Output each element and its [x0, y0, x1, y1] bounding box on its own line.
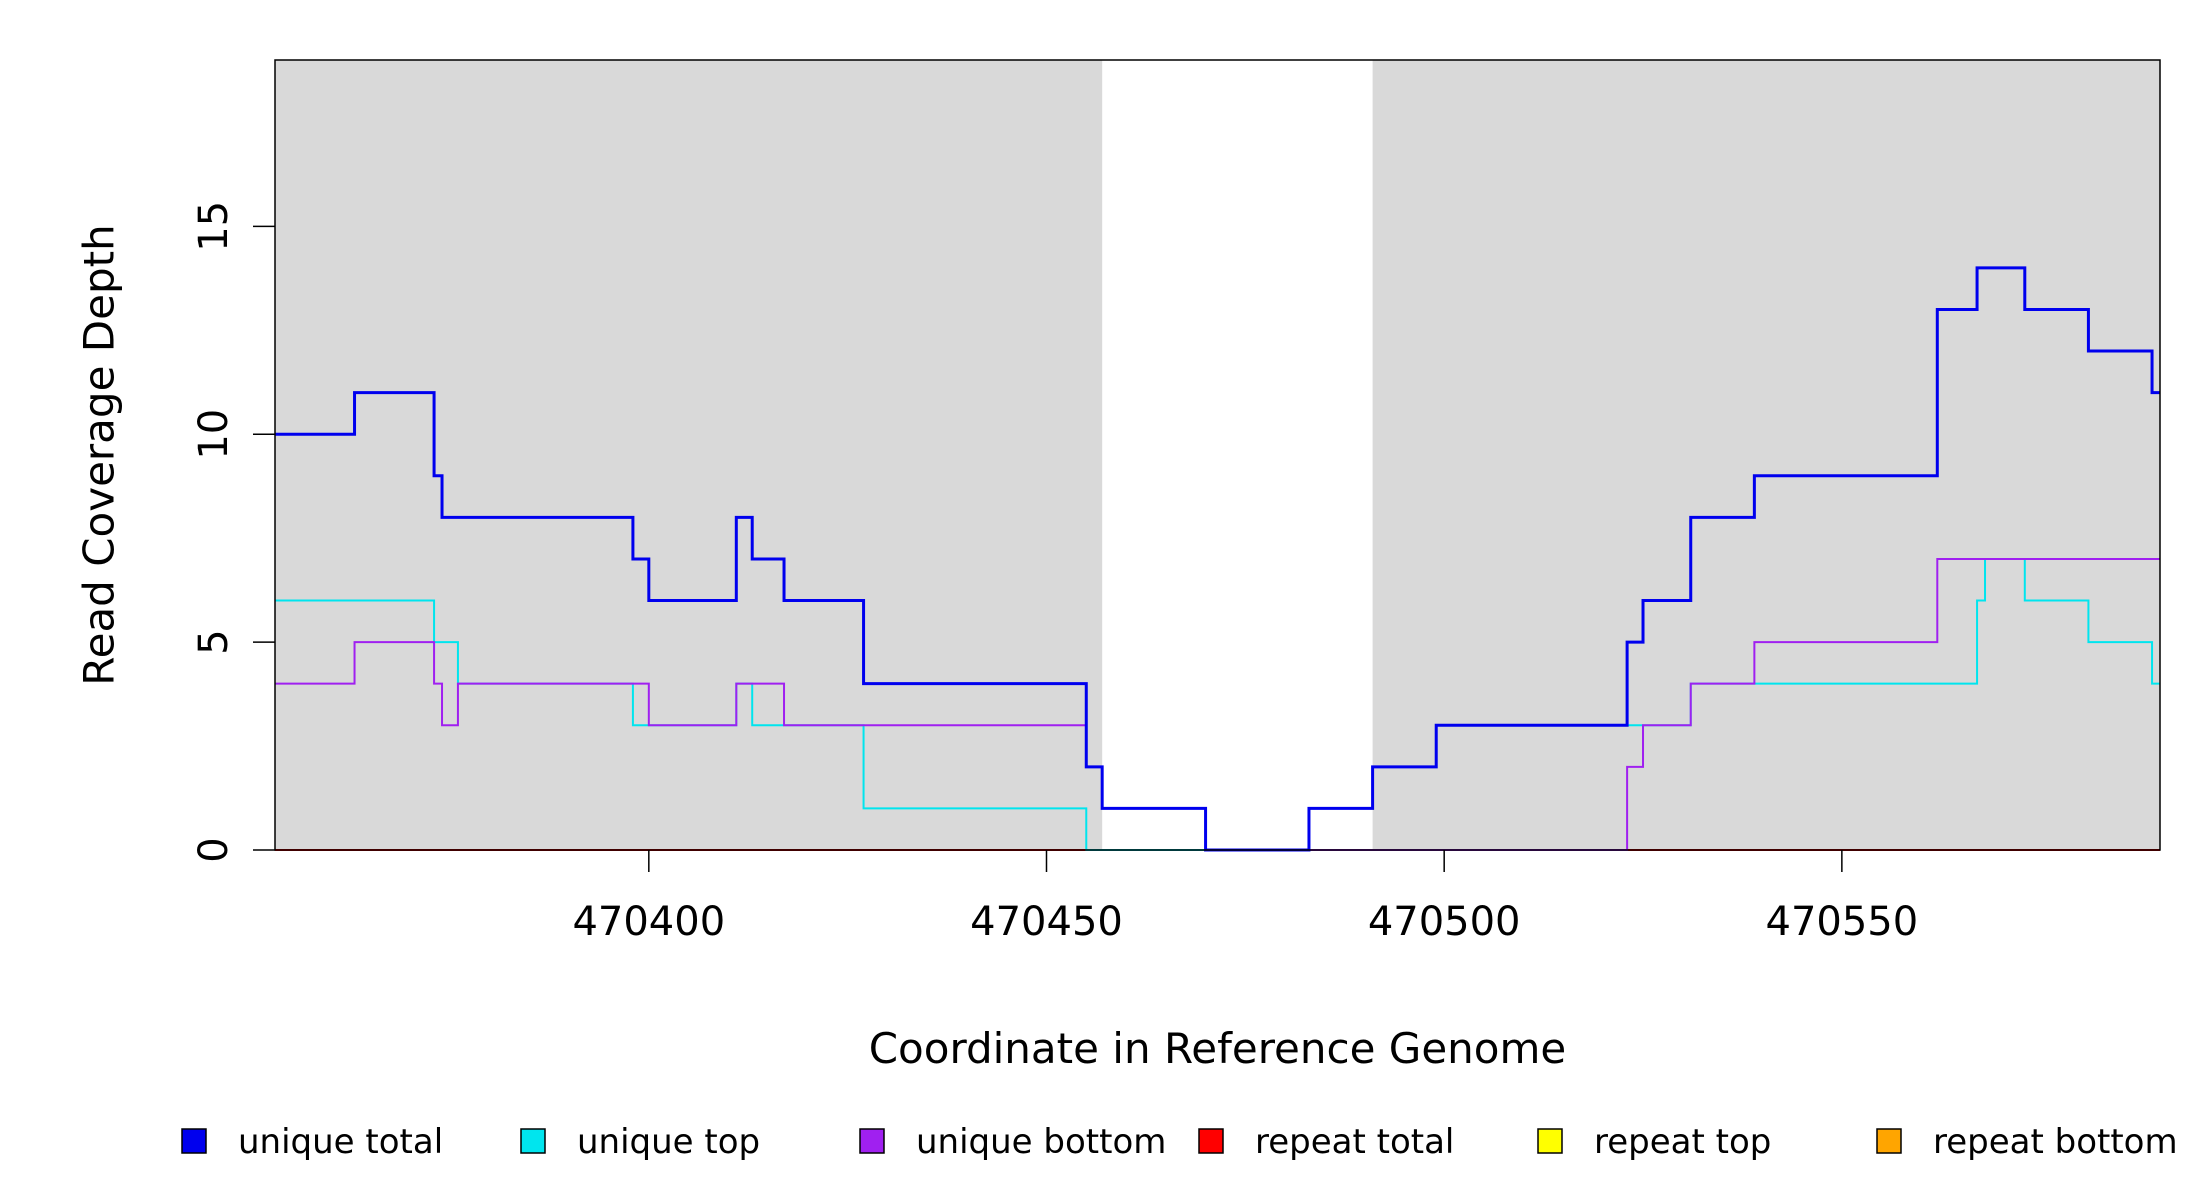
- shaded-region-1: [1372, 60, 2160, 850]
- x-tick-label: 470450: [970, 899, 1123, 945]
- y-tick-label: 0: [191, 837, 237, 862]
- legend-label: unique top: [577, 1122, 760, 1162]
- plot-frame: [274, 59, 2161, 851]
- legend-swatch-unique-total: [181, 1128, 207, 1154]
- legend-swatch-repeat-bottom: [1876, 1128, 1902, 1154]
- shaded-regions: [275, 60, 2160, 850]
- x-tick-label: 470400: [572, 899, 725, 945]
- legend-swatch-unique-top: [520, 1128, 546, 1154]
- legend-swatch-unique-bottom: [859, 1128, 885, 1154]
- legend-label: unique total: [238, 1122, 443, 1162]
- legend-label: repeat bottom: [1933, 1122, 2178, 1162]
- y-axis-label: Read Coverage Depth: [75, 224, 124, 685]
- x-axis: 470400 470450 470500 470550: [572, 850, 1918, 945]
- y-tick-label: 10: [191, 409, 237, 460]
- shaded-region-0: [275, 60, 1103, 850]
- y-tick-label: 15: [191, 201, 237, 252]
- legend-swatch-repeat-total: [1198, 1128, 1224, 1154]
- legend-label: unique bottom: [916, 1122, 1166, 1162]
- y-tick-label: 5: [191, 629, 237, 654]
- legend-swatch-repeat-top: [1537, 1128, 1563, 1154]
- x-tick-label: 470550: [1766, 899, 1919, 945]
- y-axis: 0 5 10 15: [191, 201, 275, 863]
- x-tick-label: 470500: [1368, 899, 1521, 945]
- legend: unique total unique top unique bottom repea…: [181, 1122, 2178, 1162]
- legend-label: repeat top: [1594, 1122, 1771, 1162]
- legend-label: repeat total: [1255, 1122, 1454, 1162]
- x-axis-label: Coordinate in Reference Genome: [869, 1024, 1567, 1073]
